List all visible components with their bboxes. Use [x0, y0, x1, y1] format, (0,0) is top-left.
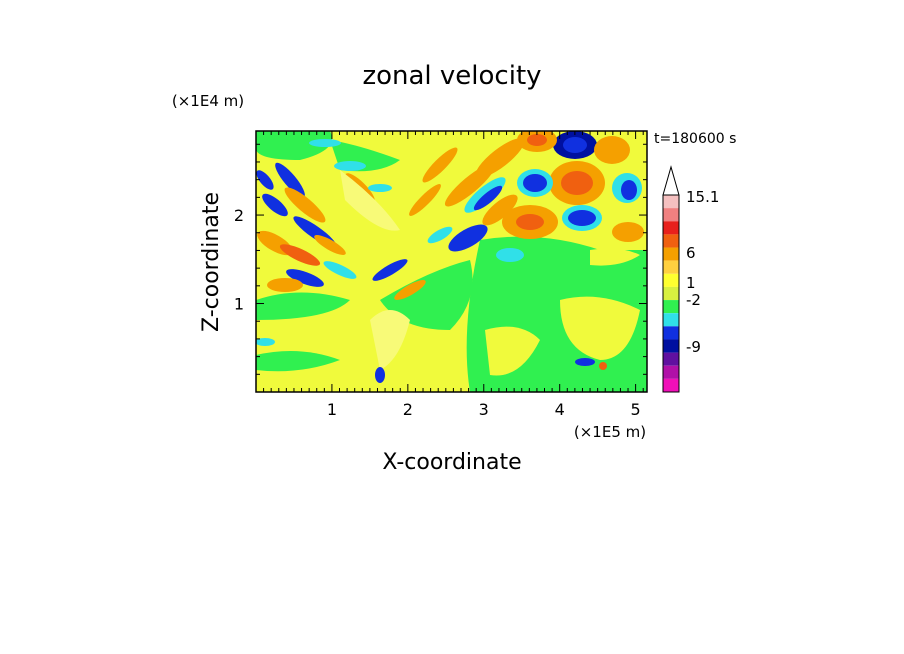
colorbar-frame — [662, 194, 680, 393]
x-tick-label: 2 — [403, 400, 413, 419]
plot-frame — [255, 130, 648, 393]
contour-field — [256, 131, 647, 392]
y-tick-label: 1 — [234, 295, 244, 314]
time-label: t=180600 s — [654, 131, 736, 147]
colorbar-segment — [663, 326, 679, 340]
colorbar-segment — [663, 273, 679, 287]
colorbar-segment — [663, 221, 679, 235]
colorbar-arrow — [662, 165, 680, 196]
wave-band-right — [409, 138, 525, 262]
x-tick-label: 3 — [479, 400, 489, 419]
colorbar-segment — [663, 300, 679, 314]
colorbar-segment — [663, 339, 679, 353]
colorbar-label: -9 — [686, 338, 701, 356]
colorbar-label: -2 — [686, 291, 701, 309]
colorbar-segment — [663, 195, 679, 209]
colorbar-segment — [663, 247, 679, 261]
x-tick-label: 5 — [631, 400, 641, 419]
colorbar-label: 1 — [686, 274, 696, 292]
colorbar: 15.1 6 1-2 -9 — [662, 165, 719, 393]
y-tick-label: 2 — [234, 206, 244, 225]
colorbar-segment — [663, 260, 679, 274]
colorbar-segment — [663, 286, 679, 301]
y-axis-label: Z-coordinate — [199, 192, 224, 332]
x-axis-label: X-coordinate — [382, 450, 521, 475]
x-unit-label: (×1E5 m) — [574, 423, 646, 441]
colorbar-segment — [663, 234, 679, 248]
colorbar-segment — [663, 313, 679, 327]
tick-labels: 1 2 3 4 5 1 2 — [234, 206, 641, 419]
colorbar-segment — [663, 378, 679, 392]
chart-title: zonal velocity — [362, 61, 541, 91]
colorbar-segment — [663, 352, 679, 366]
colorbar-segment — [663, 365, 679, 379]
x-tick-label: 1 — [327, 400, 337, 419]
colorbar-segment — [663, 208, 679, 222]
y-unit-label: (×1E4 m) — [172, 92, 244, 110]
x-tick-label: 4 — [555, 400, 565, 419]
colorbar-label: 6 — [686, 244, 696, 262]
axis-ticks — [256, 131, 647, 392]
colorbar-label: 15.1 — [686, 188, 719, 206]
